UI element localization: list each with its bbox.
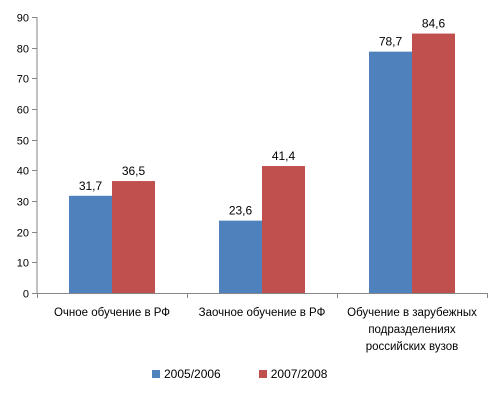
bar-2-1 xyxy=(112,181,155,293)
legend-swatch-series-1 xyxy=(152,370,160,378)
bar-1-2 xyxy=(219,220,262,293)
data-label: 78,7 xyxy=(379,35,403,49)
x-category-label-line: Заочное обучение в РФ xyxy=(198,307,326,319)
x-category-label-line: российских вузов xyxy=(365,341,459,353)
legend-label-series-2: 2007/2008 xyxy=(270,367,328,381)
legend-swatch-series-2 xyxy=(258,370,267,378)
x-category-label: Очное обучение в РФ xyxy=(37,305,187,322)
y-tick-label: 50 xyxy=(17,136,29,148)
bar-1-3 xyxy=(369,51,412,293)
x-category-label-line: Очное обучение в РФ xyxy=(53,307,171,319)
x-category-label-line: Обучение в зарубежных xyxy=(347,307,477,319)
y-tick-label: 30 xyxy=(17,197,29,209)
y-tick-label: 90 xyxy=(17,13,29,25)
data-label: 23,6 xyxy=(229,204,253,218)
bar-2-3 xyxy=(412,33,455,294)
data-label: 36,5 xyxy=(122,164,146,178)
y-tick-label: 40 xyxy=(17,166,29,178)
legend-label-series-1: 2005/2006 xyxy=(164,367,221,381)
y-tick-label: 10 xyxy=(17,258,29,270)
x-category-label: Заочное обучение в РФ xyxy=(187,305,337,322)
bars xyxy=(69,33,455,294)
data-label: 84,6 xyxy=(422,17,446,31)
legend: 2005/2006 2007/2008 xyxy=(152,367,365,381)
bar-2-2 xyxy=(262,166,305,293)
x-category-label: Обучение в зарубежных подразделениях росси… xyxy=(337,305,487,356)
x-axis xyxy=(37,293,488,298)
bar-1-1 xyxy=(69,195,112,293)
y-tick-label: 80 xyxy=(17,44,29,56)
y-tick-label: 20 xyxy=(17,228,29,240)
y-tick-label: 60 xyxy=(17,105,29,117)
y-tick-label: 70 xyxy=(17,74,29,86)
y-tick-label: 0 xyxy=(23,289,29,301)
legend-item-series-2: 2007/2008 xyxy=(258,367,328,381)
x-category-label-line: подразделениях xyxy=(368,324,456,336)
data-labels: 31,7 36,5 23,6 41,4 78,7 84,6 xyxy=(79,17,446,218)
data-label: 41,4 xyxy=(272,149,296,163)
data-label: 31,7 xyxy=(79,179,103,193)
legend-item-series-1: 2005/2006 xyxy=(152,367,221,381)
y-axis: 0 10 20 30 40 50 60 70 80 90 xyxy=(17,13,38,301)
